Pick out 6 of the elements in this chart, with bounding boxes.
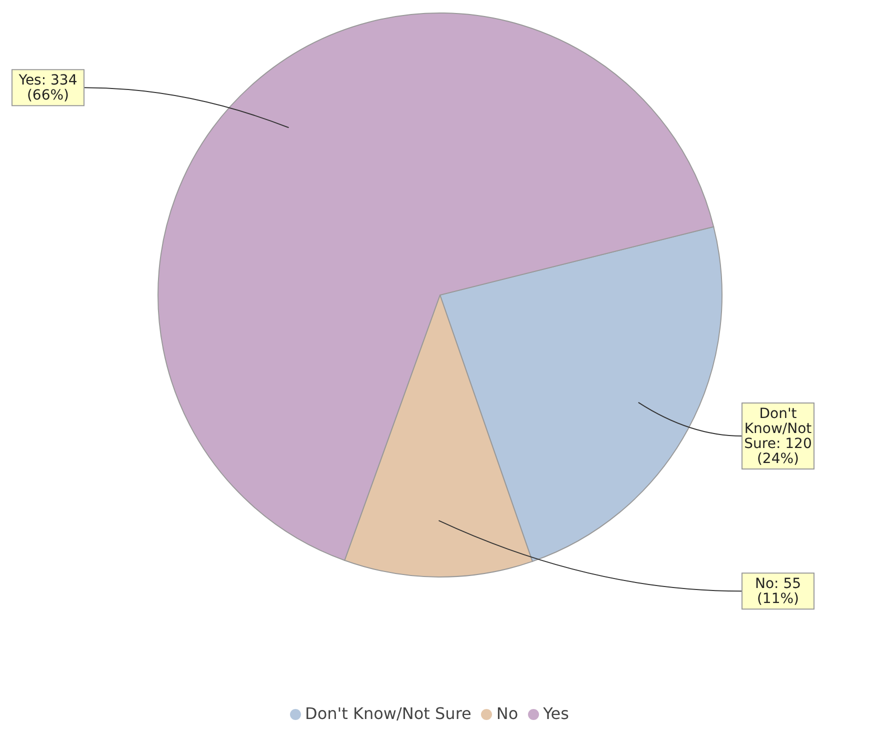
legend-label: No	[496, 704, 518, 723]
data-label: Yes: 334 (66%)	[18, 72, 78, 104]
legend-label: Yes	[543, 704, 569, 723]
legend-label: Don't Know/Not Sure	[305, 704, 472, 723]
data-label: Don't Know/Not Sure: 120 (24%)	[744, 406, 812, 467]
data-label: No: 55 (11%)	[754, 576, 802, 608]
